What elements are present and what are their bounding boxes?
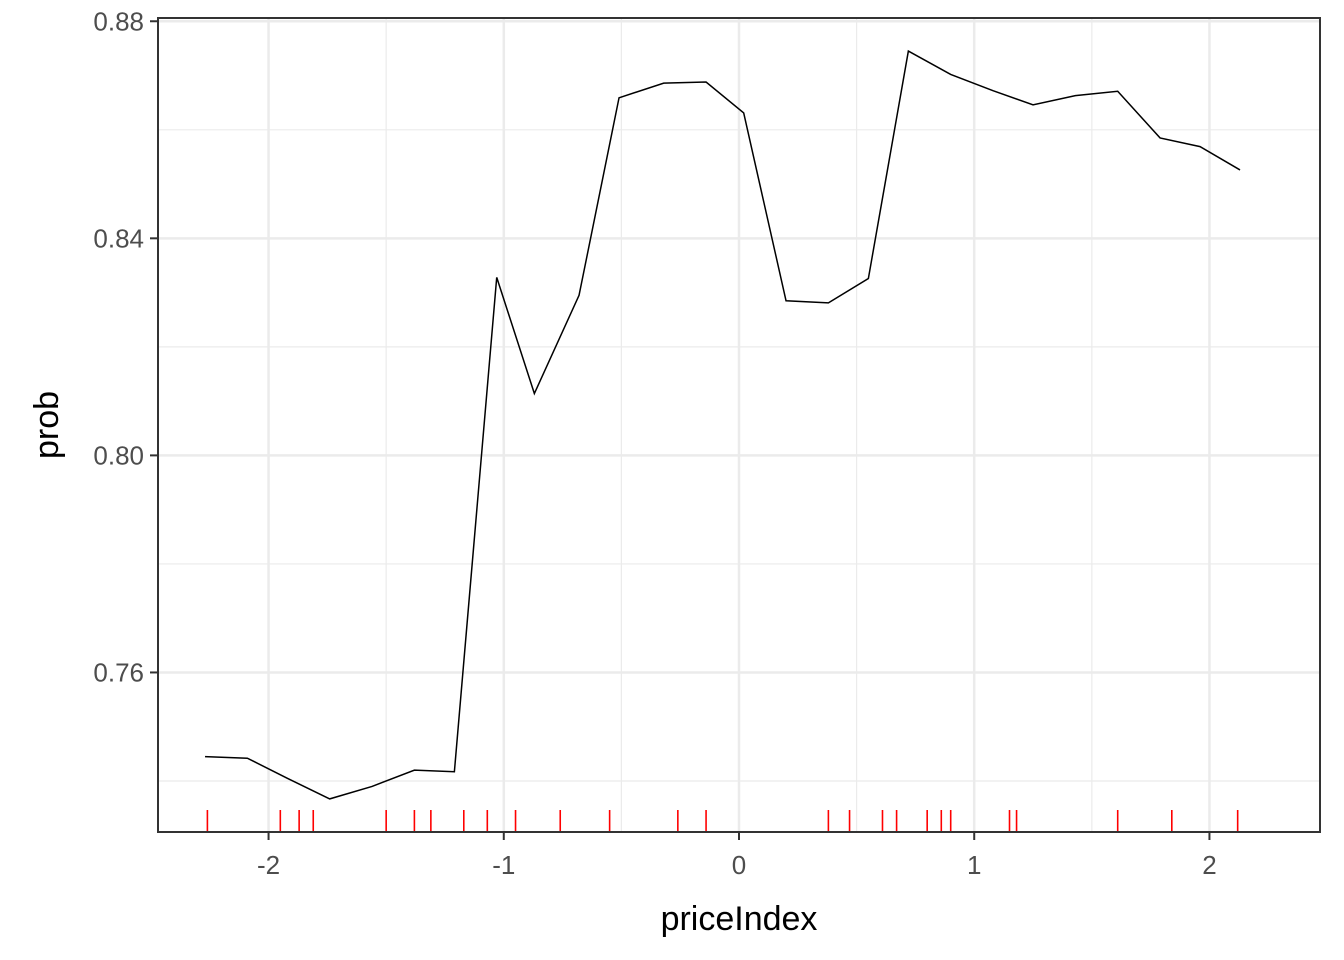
- rug-marks: [206, 810, 1239, 832]
- major-gridlines: [158, 18, 1320, 832]
- y-tick-label: 0.80: [93, 440, 144, 470]
- x-tick-label: 2: [1202, 850, 1216, 880]
- series-line: [205, 49, 1241, 800]
- x-tick-label: -1: [492, 850, 515, 880]
- x-axis-title: priceIndex: [661, 900, 818, 938]
- x-axis-ticks: -2 -1 0 1 2: [257, 832, 1217, 880]
- x-tick-label: 1: [967, 850, 981, 880]
- y-tick-label: 0.84: [93, 223, 144, 253]
- y-tick-label: 0.88: [93, 6, 144, 36]
- y-tick-label: 0.76: [93, 657, 144, 687]
- y-axis-ticks: 0.76 0.80 0.84 0.88: [93, 6, 158, 687]
- x-tick-label: 0: [732, 850, 746, 880]
- x-tick-label: -2: [257, 850, 280, 880]
- y-axis-title: prob: [28, 391, 66, 459]
